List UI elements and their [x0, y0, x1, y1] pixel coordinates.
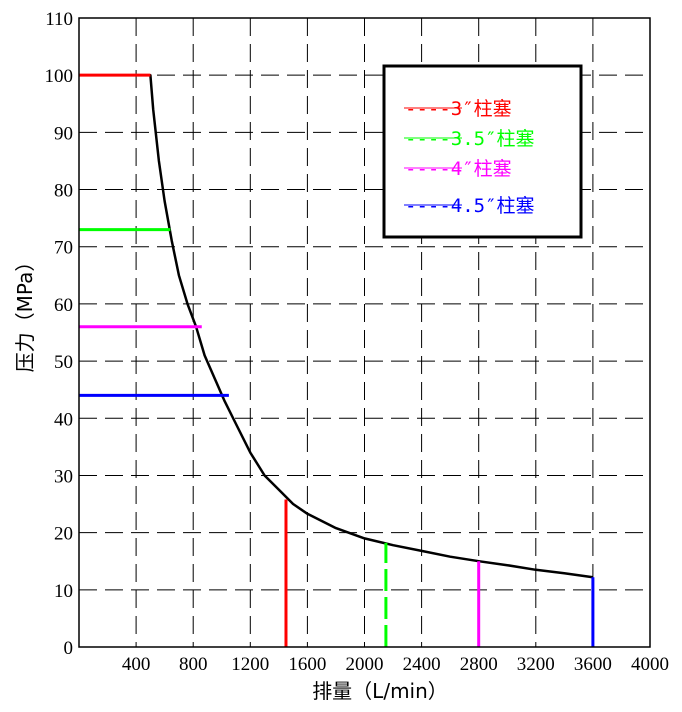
legend-entry-4-plunger: ----4″柱塞	[405, 158, 512, 180]
legend-entry-3-plunger: ----3″柱塞	[405, 98, 512, 120]
series-layer	[79, 73, 595, 647]
x-tick-label: 3200	[517, 654, 555, 675]
y-tick-labels: 0 10 20 30 40 50 60 70 80 90 100 110	[45, 9, 74, 659]
legend: ----3″柱塞 ----3.5″柱塞 ----4″柱塞 ----4.5″柱塞	[382, 64, 583, 239]
y-tick-label: 10	[54, 581, 73, 602]
y-tick-label: 20	[54, 524, 73, 545]
curve-layer	[79, 73, 594, 579]
legend-entry-4-5-plunger: ----4.5″柱塞	[405, 195, 535, 217]
x-tick-label: 4000	[631, 654, 669, 675]
y-tick-label: 60	[54, 295, 73, 316]
y-tick-label: 80	[54, 181, 73, 202]
y-tick-label: 110	[45, 9, 73, 30]
pressure-flow-curve	[79, 73, 594, 579]
x-tick-label: 1200	[231, 654, 269, 675]
x-axis-title: 排量（L/min）	[312, 679, 448, 703]
y-tick-label: 40	[54, 409, 73, 430]
x-tick-label: 400	[122, 654, 151, 675]
y-tick-label: 100	[45, 66, 74, 87]
y-tick-label: 70	[54, 238, 73, 259]
y-axis-title: 压力（MPa）	[13, 252, 37, 373]
y-tick-label: 0	[64, 638, 74, 659]
x-tick-label: 1600	[288, 654, 326, 675]
plot-frame	[78, 17, 651, 648]
x-tick-label: 2000	[346, 654, 384, 675]
y-tick-label: 90	[54, 123, 73, 144]
y-tick-label: 30	[54, 466, 73, 487]
legend-entry-3-5-plunger: ----3.5″柱塞	[405, 128, 535, 150]
x-tick-label: 800	[179, 654, 208, 675]
x-tick-label: 2400	[403, 654, 441, 675]
y-tick-label: 50	[54, 352, 73, 373]
x-tick-label: 2800	[460, 654, 498, 675]
legend-box	[382, 64, 583, 239]
x-tick-labels: 400 800 1200 1600 2000 2400 2800 3200 3600 4000	[122, 654, 669, 675]
x-tick-label: 3600	[574, 654, 612, 675]
